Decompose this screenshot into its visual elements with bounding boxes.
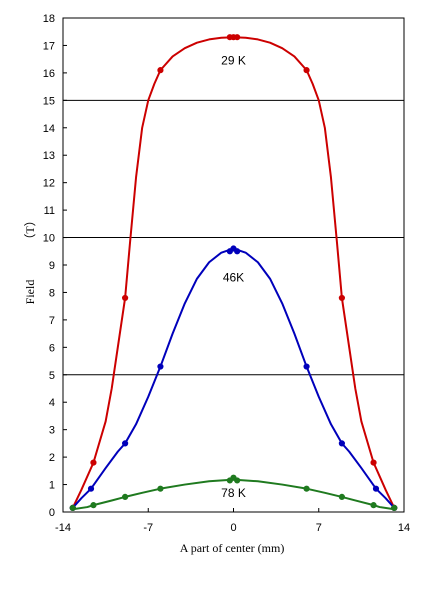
data-point-46k <box>303 363 310 370</box>
y-tick-label: 9 <box>49 260 55 272</box>
data-point-78k <box>69 504 76 511</box>
data-point-29k <box>122 294 129 302</box>
data-point-78k <box>338 493 345 501</box>
x-axis-title: A part of center (mm) <box>180 541 285 555</box>
x-tick-label: 0 <box>230 522 236 534</box>
series-label-78k: 78 K <box>221 486 246 500</box>
x-tick-label: 14 <box>398 522 410 534</box>
data-point-29k <box>338 294 345 302</box>
y-tick-label: 3 <box>49 425 55 437</box>
data-point-78k <box>303 485 310 492</box>
y-tick-label: 0 <box>49 507 55 519</box>
plot-frame <box>62 17 405 513</box>
data-point-29k <box>303 67 310 74</box>
y-tick-label: 13 <box>43 150 55 162</box>
y-tick-label: 11 <box>44 205 55 217</box>
data-point-46k <box>87 485 95 492</box>
series-label-29k: 29 K <box>221 54 246 68</box>
data-point-46k <box>234 248 241 255</box>
data-point-78k <box>122 493 129 501</box>
y-tick-label: 14 <box>43 123 55 135</box>
data-point-29k <box>370 459 377 466</box>
data-point-46k <box>338 440 345 447</box>
y-axis-title-group: Field <box>23 280 37 305</box>
series-layer <box>69 34 398 511</box>
y-tick-label: 2 <box>49 452 55 464</box>
y-tick-label: 18 <box>43 13 55 25</box>
y-tick-label: 16 <box>43 68 55 80</box>
data-point-78k <box>370 502 377 509</box>
x-tick-label: -7 <box>143 522 153 534</box>
data-point-46k <box>157 363 164 370</box>
series-line-46k <box>71 247 396 509</box>
y-tick-label: 5 <box>49 370 55 382</box>
y-tick-label: 10 <box>43 233 55 245</box>
y-tick-label: 1 <box>49 480 55 492</box>
y-tick-label: 4 <box>49 397 55 409</box>
data-point-78k <box>234 477 241 484</box>
x-axis-ticks: -14 -7 0 7 14 <box>55 508 410 534</box>
data-point-29k <box>157 67 164 74</box>
y-axis-title: Field <box>23 280 37 305</box>
x-tick-label: -14 <box>55 522 71 534</box>
data-point-46k <box>372 485 380 492</box>
y-tick-label: 15 <box>43 95 55 107</box>
y-tick-label: 17 <box>43 40 55 52</box>
data-point-78k <box>391 504 398 511</box>
x-tick-label: 7 <box>316 522 322 534</box>
series-labels: 29 K 46K 78 K <box>221 54 246 500</box>
data-point-29k <box>234 34 241 41</box>
reference-lines <box>63 99 404 376</box>
data-point-78k <box>157 485 164 492</box>
y-axis-unit: （T） <box>23 214 37 245</box>
y-axis-unit-group: （T） <box>23 214 37 245</box>
y-tick-label: 12 <box>43 178 55 190</box>
data-point-78k <box>90 502 97 509</box>
y-tick-label: 7 <box>49 315 55 327</box>
y-tick-label: 6 <box>49 342 55 354</box>
data-point-29k <box>90 459 97 466</box>
y-tick-label: 8 <box>49 287 55 299</box>
series-label-46k: 46K <box>223 270 244 284</box>
data-point-46k <box>122 440 129 447</box>
